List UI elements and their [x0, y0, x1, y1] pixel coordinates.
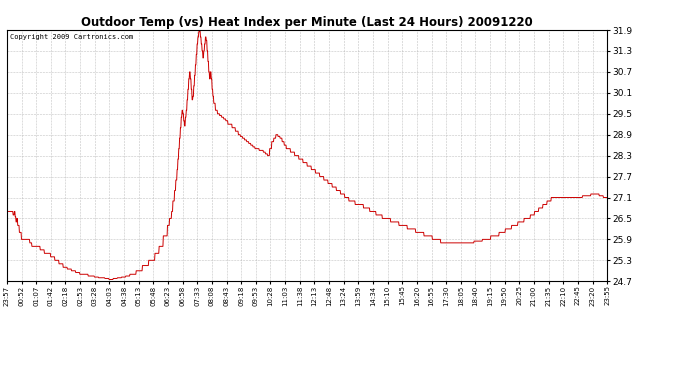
Text: Copyright 2009 Cartronics.com: Copyright 2009 Cartronics.com [10, 34, 133, 40]
Title: Outdoor Temp (vs) Heat Index per Minute (Last 24 Hours) 20091220: Outdoor Temp (vs) Heat Index per Minute … [81, 16, 533, 29]
